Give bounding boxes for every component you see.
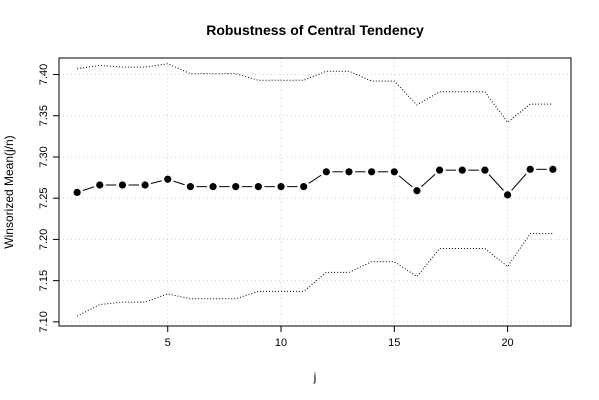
y-tick-label: 7.40	[38, 64, 50, 85]
grid	[59, 58, 571, 326]
series-segment	[150, 180, 162, 184]
y-tick-label: 7.10	[38, 311, 50, 332]
y-axis-label: Winsorized Mean(j/n)	[2, 135, 16, 248]
data-point	[436, 166, 444, 174]
x-tick-label: 10	[275, 337, 287, 349]
series-line-1	[77, 63, 553, 124]
y-tick-label: 7.30	[38, 146, 50, 167]
series-layer	[73, 63, 557, 317]
data-point	[368, 168, 376, 176]
data-point	[413, 187, 421, 195]
data-point	[209, 183, 217, 191]
data-point	[549, 165, 557, 173]
y-tick-label: 7.20	[38, 229, 50, 250]
data-point	[458, 166, 466, 174]
axes: 5 10 15 20 7.10 7.15 7.20 7.25 7.30 7.35 7.40	[38, 64, 514, 349]
plot-frame	[58, 57, 572, 327]
series-line-2	[76, 233, 553, 317]
data-point	[96, 181, 104, 189]
data-point	[277, 183, 285, 191]
series-segment	[398, 175, 413, 188]
data-point	[300, 183, 308, 191]
series-segment	[511, 173, 527, 191]
data-point	[118, 181, 127, 189]
x-tick-label: 15	[388, 337, 400, 349]
data-point	[232, 183, 240, 191]
series-segment	[308, 174, 322, 184]
chart-title: Robustness of Central Tendency	[206, 22, 424, 38]
data-point	[345, 168, 353, 176]
series-segment	[488, 174, 504, 191]
y-tick-label: 7.25	[38, 187, 50, 208]
series-segment	[82, 186, 95, 191]
data-point	[503, 191, 512, 199]
data-point	[390, 168, 398, 176]
series-segment	[173, 180, 185, 186]
data-point	[322, 168, 330, 176]
y-tick-label: 7.15	[38, 270, 50, 291]
x-tick-label: 20	[501, 337, 513, 349]
data-point	[254, 183, 262, 191]
data-point	[481, 166, 489, 174]
data-point	[73, 188, 81, 197]
data-point	[526, 165, 534, 173]
x-tick-label: 5	[165, 337, 171, 349]
data-point	[141, 181, 149, 189]
data-point	[186, 183, 194, 191]
data-point	[164, 175, 172, 183]
y-tick-label: 7.35	[38, 105, 50, 126]
x-axis-label: j	[313, 370, 317, 384]
series-segment	[421, 173, 436, 188]
